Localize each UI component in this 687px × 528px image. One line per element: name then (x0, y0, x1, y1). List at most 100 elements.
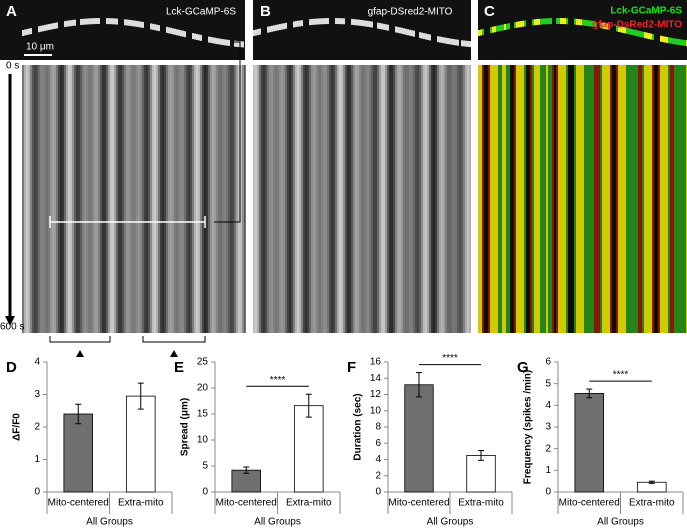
process (42, 25, 44, 32)
kymograph-stripe (329, 65, 331, 333)
process (194, 33, 196, 40)
kymograph-stripe (365, 65, 367, 333)
process (604, 23, 606, 30)
process (150, 23, 152, 30)
process (64, 21, 66, 28)
process (86, 18, 88, 25)
kymograph-stripe (144, 65, 146, 333)
kymograph-stripe (327, 65, 329, 333)
kymograph-stripe (106, 65, 108, 333)
kymograph-stripe (220, 65, 222, 333)
kymograph-stripe (202, 65, 204, 333)
process (88, 18, 90, 25)
process (351, 18, 353, 25)
process (98, 18, 100, 25)
kymograph-stripe (526, 65, 528, 333)
process (70, 20, 72, 27)
kymograph-stripe (630, 65, 632, 333)
kymograph-stripe (259, 65, 261, 333)
kymograph-stripe (401, 65, 403, 333)
kymograph-stripe (650, 65, 652, 333)
kymograph-stripe (417, 65, 419, 333)
kymograph-stripe (429, 65, 431, 333)
y-tick-label: 14 (370, 373, 382, 384)
kymograph-stripe (257, 65, 259, 333)
process (379, 23, 381, 30)
process (403, 28, 405, 35)
kymograph-stripe (26, 65, 28, 333)
process (301, 20, 303, 27)
kymograph-stripe (265, 65, 267, 333)
process (608, 23, 610, 30)
process (586, 20, 588, 27)
kymograph-stripe (415, 65, 417, 333)
process (455, 39, 457, 46)
kymograph-stripe (152, 65, 154, 333)
kymograph-stripe (188, 65, 190, 333)
process (632, 29, 634, 36)
kymograph-stripe (90, 65, 92, 333)
images (0, 0, 687, 333)
kymograph-stripe (610, 65, 612, 333)
kymograph-stripe (80, 65, 82, 333)
process (293, 21, 295, 28)
kymograph-stripe (443, 65, 445, 333)
process (668, 37, 670, 44)
kymograph-stripe (658, 65, 660, 333)
kymograph-stripe (391, 65, 393, 333)
process (508, 23, 510, 30)
x-axis-label: All Groups (597, 517, 644, 528)
kymograph-stripe (413, 65, 415, 333)
process (166, 26, 168, 33)
process (224, 39, 226, 46)
y-tick-label: 2 (375, 470, 381, 481)
image-bg (478, 0, 687, 60)
kymograph-stripe (439, 65, 441, 333)
kymograph-stripe (478, 65, 480, 333)
kymograph-stripe (638, 65, 640, 333)
kymograph-stripe (590, 65, 592, 333)
x-tick-label: Mito-centered (559, 498, 620, 509)
y-tick-label: 4 (375, 454, 381, 465)
process (642, 31, 644, 38)
y-tick-label: 4 (34, 357, 40, 368)
kymograph-stripe (518, 65, 520, 333)
process (156, 24, 158, 31)
kymograph-stripe (228, 65, 230, 333)
error-bar (137, 382, 144, 410)
process (180, 30, 182, 37)
y-tick-label: 2 (545, 443, 551, 454)
kymograph-stripe (379, 65, 381, 333)
kymograph-stripe (381, 65, 383, 333)
kymograph-stripe (484, 65, 486, 333)
kymograph-stripe (277, 65, 279, 333)
process (441, 36, 443, 43)
kymograph-stripe (500, 65, 502, 333)
process (594, 21, 596, 28)
kymograph-stripe (514, 65, 516, 333)
process (174, 28, 176, 35)
kymograph-stripe (646, 65, 648, 333)
kymograph-stripe (92, 65, 94, 333)
process (520, 21, 522, 28)
kymograph-stripe (572, 65, 574, 333)
kymograph-stripe (351, 65, 353, 333)
process (267, 26, 269, 33)
bar (125, 395, 156, 493)
process (359, 19, 361, 26)
process (216, 38, 218, 45)
kymograph-stripe (371, 65, 373, 333)
process (494, 26, 496, 33)
process (480, 29, 482, 36)
kymograph-stripe (184, 65, 186, 333)
kymograph-stripe (534, 65, 536, 333)
x-tick-label: Mito-centered (388, 498, 449, 509)
error-bar (416, 372, 422, 398)
kymograph-stripe (180, 65, 182, 333)
process (467, 40, 469, 47)
process (678, 39, 680, 46)
kymograph-stripe (680, 65, 682, 333)
kymograph-stripe (128, 65, 130, 333)
kymograph-stripe (158, 65, 160, 333)
